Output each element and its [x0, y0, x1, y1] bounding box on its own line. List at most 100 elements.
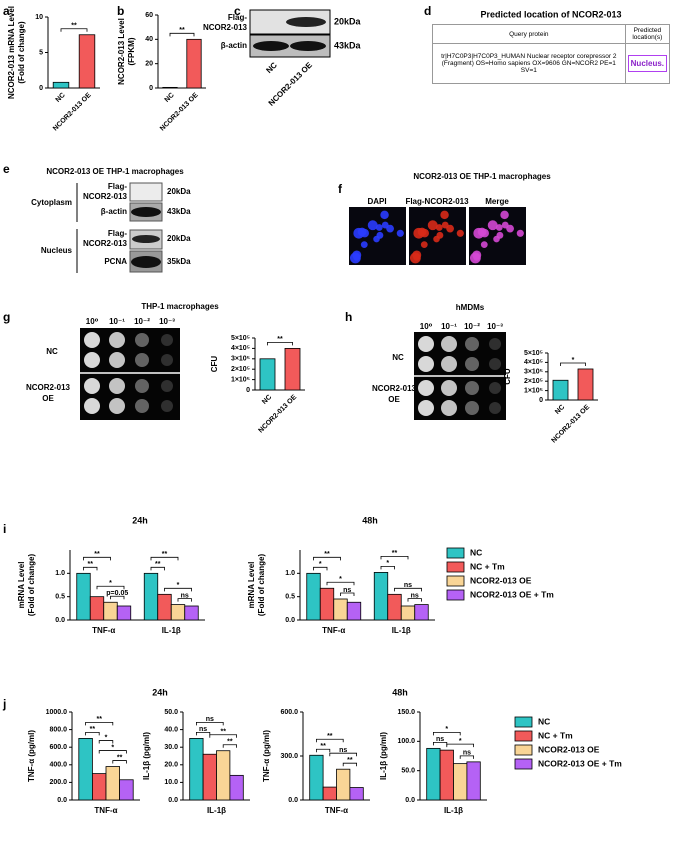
- legend-swatch: [514, 730, 533, 742]
- y-tick-label: 3×10⁵: [524, 369, 543, 376]
- significance-bracket: [169, 32, 195, 37]
- y-tick-label: 50.0: [401, 768, 415, 775]
- significance-label: p=0.05: [106, 590, 128, 597]
- blot-size: 35kDa: [167, 257, 191, 266]
- spot: [84, 352, 100, 368]
- y-tick-label: 0.0: [168, 797, 178, 804]
- spot: [441, 356, 457, 372]
- significance-label: ns: [404, 582, 412, 589]
- significance-label: *: [105, 734, 108, 741]
- y-axis-label: IL-1β (pg/ml): [142, 732, 151, 780]
- channel-label: Merge: [485, 197, 509, 206]
- significance-bracket: [329, 752, 357, 757]
- table-cell: Nucleus.: [624, 43, 671, 84]
- bar: [387, 593, 402, 621]
- bar: [309, 754, 324, 801]
- panel-letter: d: [424, 4, 431, 18]
- chart-title: 24h: [132, 515, 148, 525]
- dilution: 10⁰: [420, 322, 433, 331]
- spot: [465, 381, 479, 395]
- chart-title: 48h: [362, 515, 378, 525]
- bar: [322, 786, 337, 801]
- channel-label: Flag-NCOR2-013: [405, 197, 469, 206]
- dilution: 10⁻³: [159, 317, 175, 326]
- y-axis-label: CFU: [210, 356, 219, 373]
- y-tick-label: 0.0: [285, 617, 295, 624]
- bar: [426, 747, 441, 801]
- panel-letter: j: [2, 697, 6, 711]
- y-tick-label: 0: [539, 397, 543, 404]
- dilution: 10⁻¹: [441, 322, 457, 331]
- spot: [418, 380, 434, 396]
- significance-bracket: [316, 738, 344, 743]
- bar: [92, 773, 107, 801]
- blot-size: 20kDa: [334, 16, 362, 26]
- panel-letter: c: [234, 4, 241, 18]
- cell: [480, 241, 488, 248]
- spot: [135, 399, 149, 413]
- spot: [489, 358, 501, 370]
- y-tick-label: 3×10⁵: [231, 356, 250, 363]
- cell: [417, 227, 427, 237]
- spot: [161, 354, 173, 366]
- y-tick-label: 150.0: [397, 709, 415, 716]
- significance-bracket: [446, 743, 474, 748]
- significance-bracket: [326, 581, 355, 586]
- y-tick-label: 5: [39, 49, 43, 56]
- blot-size: 43kDa: [167, 207, 191, 216]
- bar: [400, 605, 416, 621]
- significance-label: **: [324, 551, 330, 558]
- blot-label: Flag-: [108, 182, 127, 191]
- y-axis-label: mRNA Level: [247, 562, 256, 609]
- y-tick-label: 600.0: [49, 744, 67, 751]
- cell: [420, 241, 428, 248]
- y-tick-label: 300.0: [280, 753, 298, 760]
- bar: [229, 774, 244, 801]
- significance-label: ns: [463, 750, 471, 757]
- y-axis-label: (FPKM): [127, 37, 136, 65]
- micrographs: [349, 207, 526, 265]
- y-tick-label: 40.0: [164, 726, 178, 733]
- cell: [380, 210, 389, 220]
- x-tick-label: TNF-α: [322, 626, 345, 635]
- cell: [516, 229, 524, 237]
- significance-bracket: [313, 556, 341, 561]
- y-tick-label: 4×10⁵: [231, 345, 250, 352]
- y-tick-label: 0.5: [285, 594, 295, 601]
- significance-label: **: [347, 757, 353, 764]
- spot: [84, 378, 100, 394]
- spot: [489, 338, 501, 350]
- y-tick-label: 0: [39, 85, 43, 92]
- bar: [453, 763, 468, 801]
- legend-label: NCOR2-013 OE: [538, 744, 600, 754]
- chart-title: 24h: [152, 687, 168, 697]
- significance-bracket: [112, 760, 127, 764]
- y-tick-label: 400.0: [49, 762, 67, 769]
- spot: [418, 400, 434, 416]
- legend-swatch: [514, 744, 533, 756]
- spot: [441, 400, 457, 416]
- cell: [367, 220, 378, 231]
- y-tick-label: 0: [246, 387, 250, 394]
- legend-label: NCOR2-013 OE: [470, 575, 532, 585]
- y-tick-label: 5×10⁵: [524, 350, 543, 357]
- significance-bracket: [83, 566, 98, 571]
- dilution: 10⁻²: [464, 322, 480, 331]
- significance-label: *: [339, 576, 342, 583]
- x-tick-label: TNF-α: [325, 806, 348, 815]
- y-tick-label: 200.0: [49, 779, 67, 786]
- blot-label: Flag-: [108, 229, 127, 238]
- blot-band: [132, 235, 160, 243]
- y-tick-label: 20.0: [164, 762, 178, 769]
- bar: [306, 572, 321, 621]
- significance-label: **: [94, 551, 100, 558]
- significance-label: **: [155, 561, 161, 568]
- spot: [441, 380, 457, 396]
- significance-bracket: [459, 755, 474, 759]
- blot-label: Flag-: [228, 13, 247, 22]
- cell: [375, 224, 383, 231]
- row-label: NC: [392, 353, 404, 362]
- bar: [552, 379, 569, 401]
- bar: [336, 768, 351, 801]
